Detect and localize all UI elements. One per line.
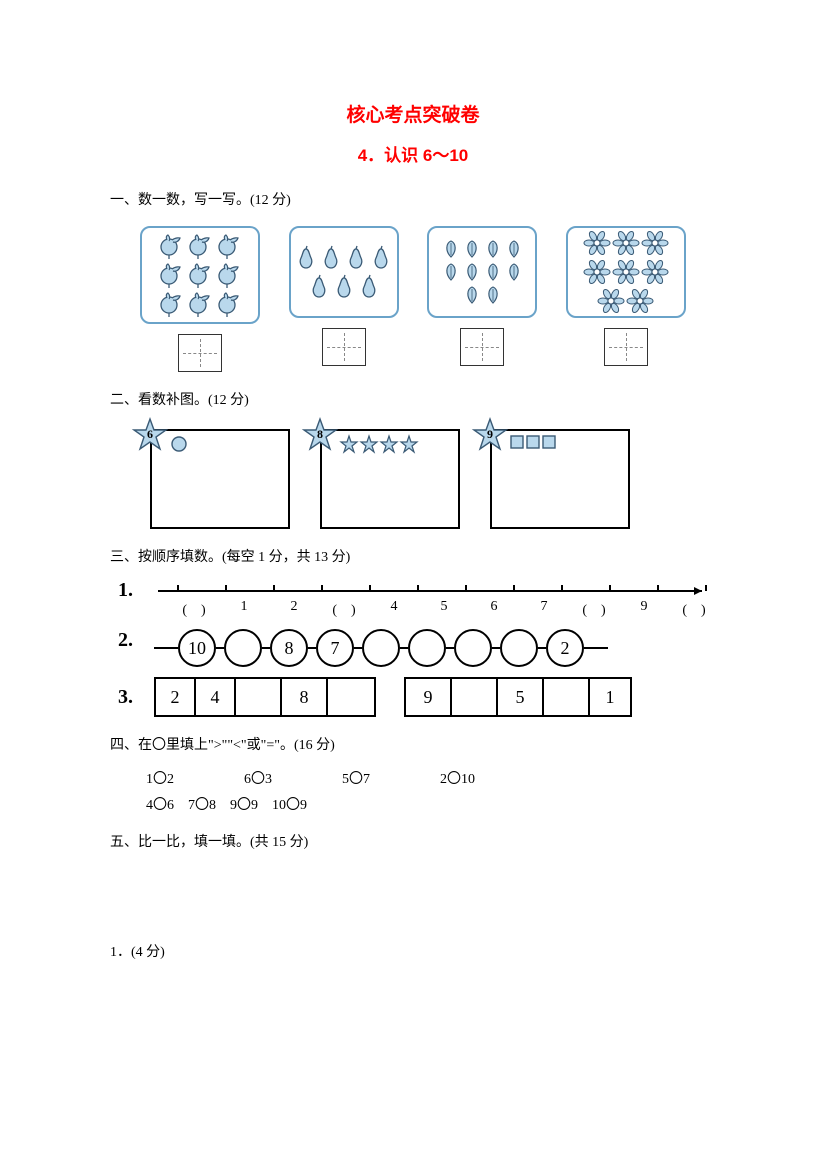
- q4-row2: 4〇6 7〇8 9〇9 10〇9: [110, 794, 716, 814]
- chain-cell: 10: [178, 629, 216, 667]
- q2-item: 9: [490, 429, 630, 529]
- q5-heading: 五、比一比，填一填。(共 15 分): [110, 832, 716, 854]
- answer-box[interactable]: [178, 334, 222, 372]
- nl-label: ( ): [574, 599, 614, 619]
- answer-box[interactable]: [604, 328, 648, 366]
- star-badge-icon: 9: [472, 417, 508, 453]
- compare-item[interactable]: 10〇9: [272, 794, 307, 814]
- count-box: [140, 226, 260, 324]
- chain-cell: 7: [316, 629, 354, 667]
- q2-item: 6: [150, 429, 290, 529]
- q5-1: 1．(4 分): [110, 942, 716, 964]
- q1-group: [566, 226, 686, 372]
- doc-subtitle: 4．认识 6～10: [110, 141, 716, 166]
- q1-row: [110, 222, 716, 372]
- q1-heading: 一、数一数，写一写。(12 分): [110, 190, 716, 212]
- star-badge-icon: 6: [132, 417, 168, 453]
- chain-cell[interactable]: [454, 629, 492, 667]
- compare-item[interactable]: 4〇6: [146, 794, 174, 814]
- chain-cell[interactable]: [362, 629, 400, 667]
- nl-label: 5: [424, 599, 464, 619]
- star-badge-icon: 8: [302, 417, 338, 453]
- table-cell[interactable]: [236, 679, 282, 715]
- q2-row: 6 8 9: [110, 423, 716, 529]
- q2-heading: 二、看数补图。(12 分): [110, 390, 716, 412]
- count-box: [427, 226, 537, 318]
- nl-label: 2: [274, 599, 314, 619]
- table-cell[interactable]: [452, 679, 498, 715]
- draw-box[interactable]: [490, 429, 630, 529]
- table-cell: 1: [590, 679, 630, 715]
- compare-item[interactable]: 5〇7: [342, 768, 370, 788]
- nl-label: ( ): [324, 599, 364, 619]
- answer-box[interactable]: [460, 328, 504, 366]
- table-right: 9 5 1: [404, 677, 632, 717]
- chain: 10 87 2: [154, 629, 608, 667]
- q4-row1: 1〇2 6〇3 5〇7 2〇10: [110, 768, 716, 788]
- answer-box[interactable]: [322, 328, 366, 366]
- given-shapes: [170, 435, 188, 453]
- q1-group: [427, 226, 537, 372]
- count-box: [289, 226, 399, 318]
- nl-label: 7: [524, 599, 564, 619]
- compare-item[interactable]: 2〇10: [440, 768, 475, 788]
- nl-label: ( ): [174, 599, 214, 619]
- q4-heading: 四、在〇里填上">""<"或"="。(16 分): [110, 735, 716, 757]
- table-left: 24 8: [154, 677, 376, 717]
- chain-cell: 8: [270, 629, 308, 667]
- q1-group: [289, 226, 399, 372]
- q2-item: 8: [320, 429, 460, 529]
- table-cell: 5: [498, 679, 544, 715]
- q3-1: 1. ( )12( )4567( )9( ): [118, 579, 716, 619]
- draw-box[interactable]: [150, 429, 290, 529]
- chain-cell[interactable]: [500, 629, 538, 667]
- compare-item[interactable]: 1〇2: [146, 768, 174, 788]
- nl-label: 4: [374, 599, 414, 619]
- q3-3: 3. 248 951: [118, 677, 716, 717]
- table-cell: 8: [282, 679, 328, 715]
- nl-label: 9: [624, 599, 664, 619]
- given-shapes: [340, 435, 418, 453]
- chain-cell[interactable]: [408, 629, 446, 667]
- chain-cell: 2: [546, 629, 584, 667]
- given-shapes: [510, 435, 556, 449]
- q1-group: [140, 226, 260, 372]
- chain-cell[interactable]: [224, 629, 262, 667]
- draw-box[interactable]: [320, 429, 460, 529]
- table-cell: 2: [156, 679, 196, 715]
- table-cell[interactable]: [544, 679, 590, 715]
- doc-title: 核心考点突破卷: [110, 100, 716, 127]
- count-box: [566, 226, 686, 318]
- q3-tables: 24 8 9 5 1: [154, 677, 632, 717]
- number-line: ( ) 12 ( ) 4567 ( ) 9 ( ): [154, 579, 714, 619]
- compare-item[interactable]: 7〇8: [188, 794, 216, 814]
- q3-2: 2. 10872: [118, 629, 716, 667]
- q3-heading: 三、按顺序填数。(每空 1 分，共 13 分): [110, 547, 716, 569]
- nl-label: 6: [474, 599, 514, 619]
- nl-label: 1: [224, 599, 264, 619]
- table-cell[interactable]: [328, 679, 374, 715]
- table-cell: 4: [196, 679, 236, 715]
- compare-item[interactable]: 6〇3: [244, 768, 272, 788]
- compare-item[interactable]: 9〇9: [230, 794, 258, 814]
- table-cell: 9: [406, 679, 452, 715]
- nl-label: ( ): [674, 599, 714, 619]
